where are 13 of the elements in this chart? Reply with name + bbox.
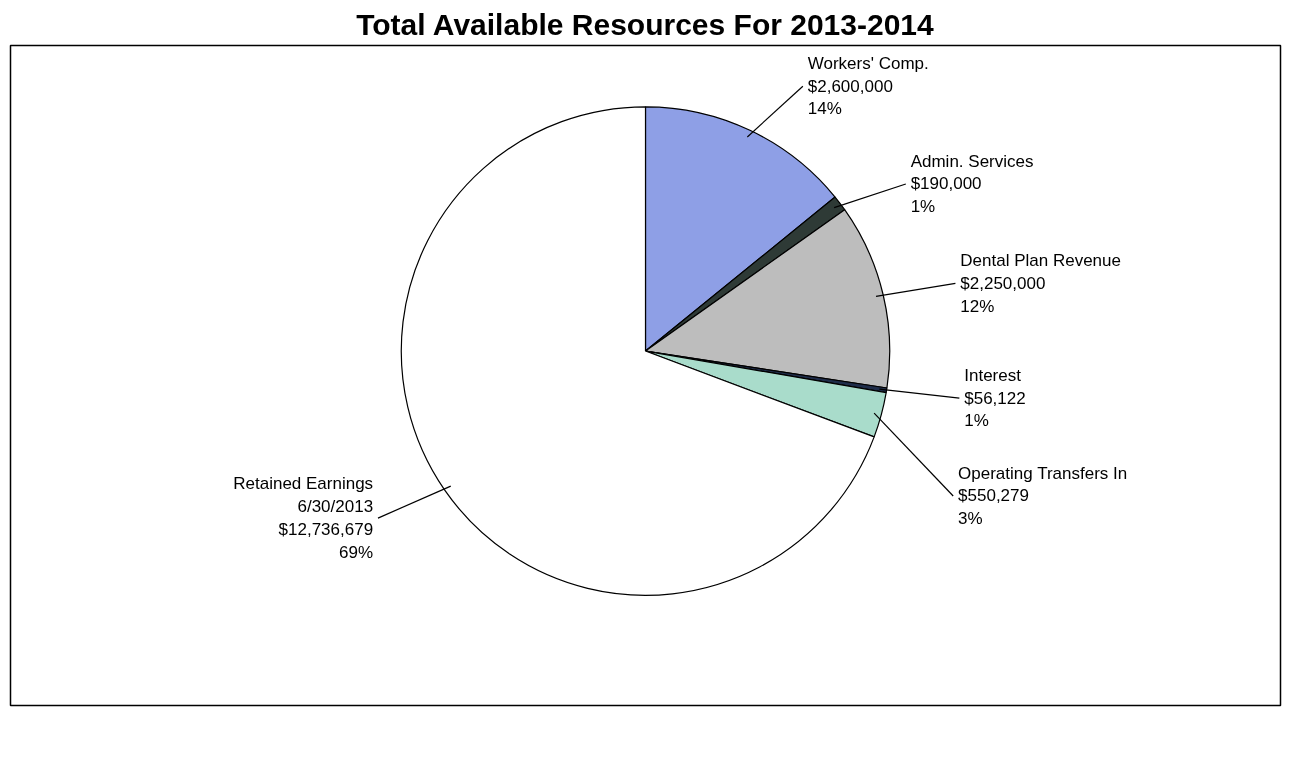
data-label: $2,600,000 14%	[807, 76, 893, 119]
data-label: $2,250,000 12%	[960, 273, 1046, 316]
data-label: $190,000 1%	[910, 174, 982, 217]
slice-label: Operating Transfers In	[958, 463, 1128, 483]
data-label: $12,736,679 69%	[278, 520, 374, 562]
chart-title: Total Available Resources For 2013-2014	[356, 7, 934, 41]
slice-label: Dental Plan Revenue	[960, 251, 1121, 271]
data-label: $550,279 3%	[958, 486, 1029, 529]
slice-label: Admin. Services	[910, 151, 1034, 171]
slice-label: Interest	[964, 365, 1022, 385]
data-label: $56,122 1%	[964, 388, 1026, 431]
slice-label: Retained Earnings 6/30/2013	[233, 474, 374, 517]
slice-label: Workers' Comp.	[807, 53, 929, 73]
